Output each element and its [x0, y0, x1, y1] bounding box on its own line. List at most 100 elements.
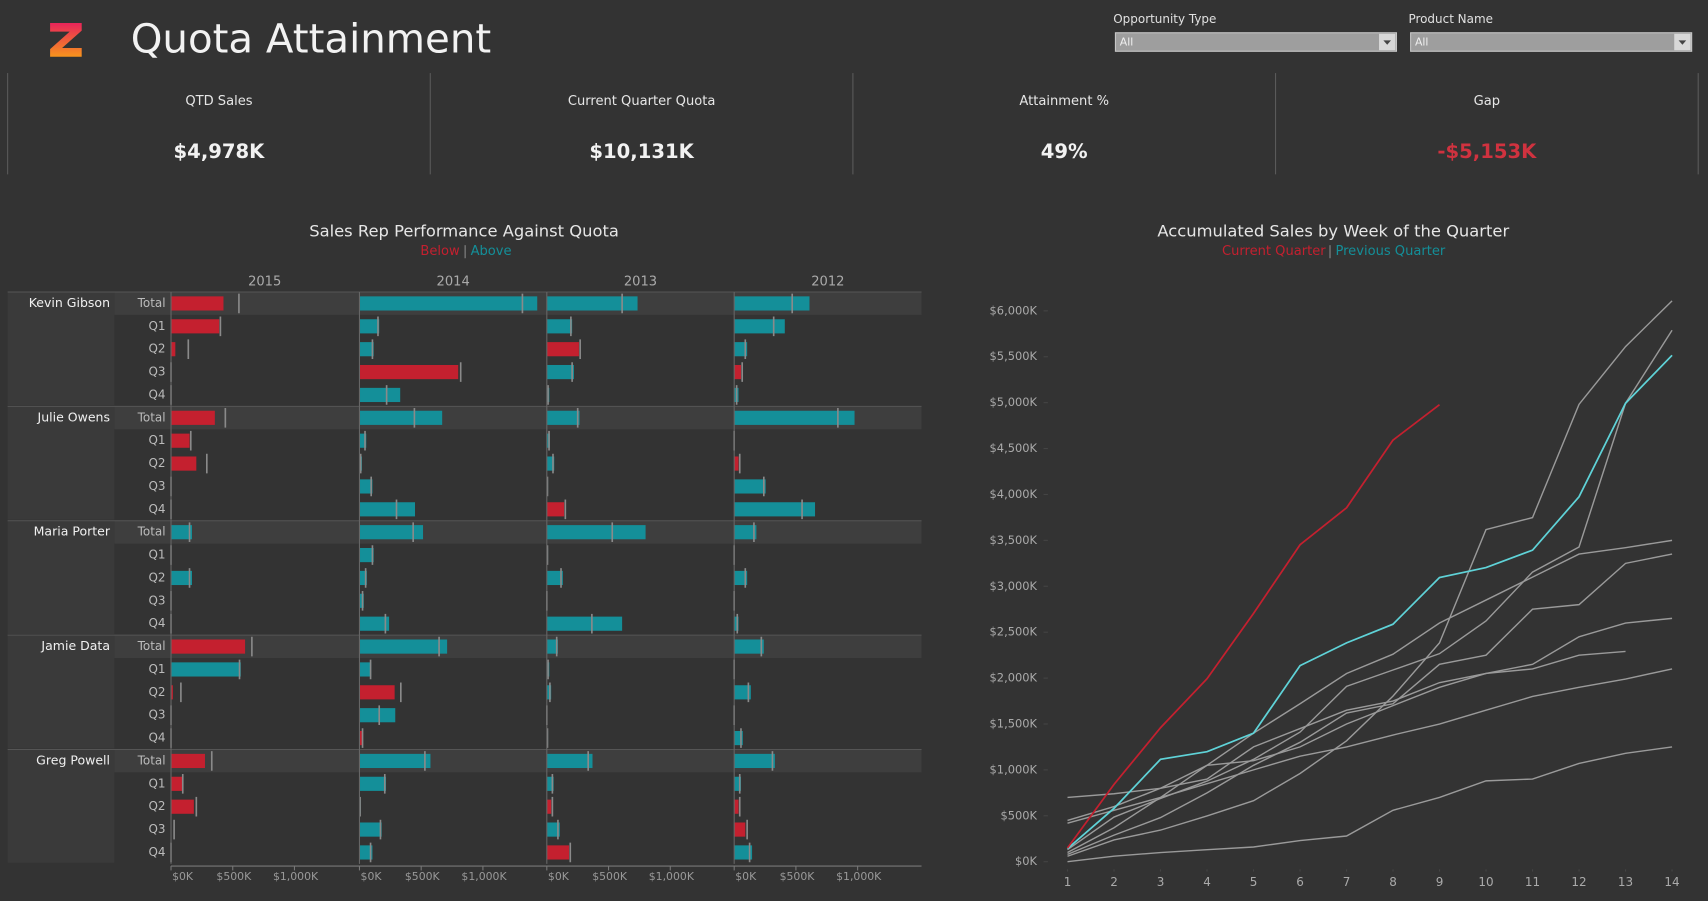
kpi-value: -$5,153K — [1437, 140, 1537, 163]
sales-bar — [171, 410, 215, 425]
rep-cell — [7, 749, 115, 863]
sales-bar — [734, 799, 739, 814]
x-tick-label: $500K — [780, 870, 816, 883]
series-line — [1066, 403, 1441, 849]
sales-bar — [546, 525, 646, 540]
row-label: Q2 — [149, 570, 166, 584]
dropdown-arrow — [1383, 40, 1392, 45]
kpi-value: $10,131K — [589, 140, 694, 163]
row-label: Total — [137, 525, 166, 539]
row-label: Q4 — [149, 845, 166, 859]
sales-bar — [734, 479, 766, 494]
y-tick-label: $2,000K — [990, 671, 1038, 685]
sales-bar — [359, 639, 448, 654]
sales-bar — [359, 319, 380, 334]
row-label: Q1 — [149, 319, 166, 333]
history-line — [1067, 668, 1673, 824]
x-tick-label: 2 — [1110, 875, 1118, 889]
sales-bar — [546, 616, 623, 631]
total-row-band — [114, 520, 922, 544]
sales-bar — [359, 570, 367, 586]
x-tick-label: 9 — [1436, 875, 1444, 889]
row-label: Total — [137, 639, 166, 653]
sales-bar — [734, 753, 775, 769]
x-tick-label: $500K — [216, 870, 252, 883]
sales-bar — [734, 342, 748, 357]
sales-bar — [546, 296, 638, 311]
x-tick-label: $500K — [405, 870, 441, 883]
x-tick-label: $0K — [548, 870, 570, 883]
sales-bar — [546, 342, 579, 357]
sales-bar — [171, 776, 183, 791]
sales-bar — [734, 364, 741, 380]
sales-bar — [546, 364, 574, 380]
logo — [50, 22, 82, 57]
sales-bar — [171, 525, 193, 540]
row-label: Q4 — [149, 731, 166, 745]
kpi-label: Attainment % — [1019, 94, 1109, 109]
sales-bar — [359, 296, 538, 311]
x-tick-label: 14 — [1664, 875, 1679, 889]
row-label: Q3 — [149, 479, 166, 493]
dropdown-arrow — [1678, 40, 1687, 45]
rep-name: Julie Owens — [37, 409, 111, 424]
filter-dropdown[interactable] — [1114, 32, 1398, 52]
y-tick-label: $4,500K — [990, 441, 1038, 455]
filter-dropdown[interactable] — [1410, 32, 1693, 52]
row-label: Q3 — [149, 708, 166, 722]
row-label: Q3 — [149, 365, 166, 379]
kpi-value: $4,978K — [174, 140, 266, 163]
sales-bar — [734, 822, 746, 837]
sales-bar — [734, 730, 743, 746]
sales-bar — [734, 616, 739, 631]
sales-bar — [359, 708, 396, 723]
x-tick-label: 4 — [1203, 875, 1211, 889]
column-header: 2013 — [624, 275, 657, 290]
rep-name: Kevin Gibson — [29, 295, 110, 310]
x-tick-label: $0K — [172, 870, 194, 883]
filter-label: Opportunity Type — [1113, 12, 1216, 26]
y-tick-label: $4,000K — [990, 487, 1038, 501]
kpi-label: QTD Sales — [185, 94, 252, 109]
sales-bar — [359, 479, 373, 494]
kpi-label: Gap — [1474, 94, 1500, 109]
sales-bar — [359, 845, 373, 860]
sales-bar — [546, 570, 563, 586]
sales-bar — [171, 570, 193, 586]
sales-bar — [359, 410, 443, 425]
page-title: Quota Attainment — [131, 15, 491, 62]
x-tick-label: $0K — [361, 870, 383, 883]
sales-bar — [359, 433, 367, 448]
x-tick-label: 5 — [1250, 875, 1258, 889]
sales-bar — [546, 822, 560, 837]
sales-bar — [546, 776, 554, 791]
row-label: Q3 — [149, 822, 166, 836]
row-label: Q1 — [149, 776, 166, 790]
sales-bar — [734, 296, 810, 311]
legend-entry: Previous Quarter — [1335, 244, 1445, 259]
sales-bar — [171, 639, 246, 654]
sales-bar — [546, 319, 573, 334]
rep-cell — [7, 292, 115, 406]
y-tick-label: $500K — [1000, 808, 1037, 822]
kpi-label: Current Quarter Quota — [568, 94, 716, 109]
chart-title: Sales Rep Performance Against Quota — [309, 222, 619, 241]
x-tick-label: 8 — [1389, 875, 1397, 889]
history-line — [1067, 539, 1673, 854]
kpi-value: 49% — [1041, 140, 1088, 163]
sales-bar — [734, 525, 757, 540]
sales-bar — [734, 570, 748, 586]
x-tick-label: 13 — [1618, 875, 1633, 889]
sales-bar — [171, 342, 176, 357]
row-label: Q4 — [149, 616, 166, 630]
y-tick-label: $3,000K — [990, 579, 1038, 593]
sales-bar — [546, 799, 552, 814]
sales-bar — [734, 410, 855, 425]
chart-title: Accumulated Sales by Week of the Quarter — [1157, 222, 1509, 241]
sales-bar — [359, 593, 364, 608]
sales-bar — [359, 822, 382, 837]
sales-bar — [546, 410, 580, 425]
sales-bar — [359, 502, 416, 517]
sales-bar — [359, 525, 424, 540]
